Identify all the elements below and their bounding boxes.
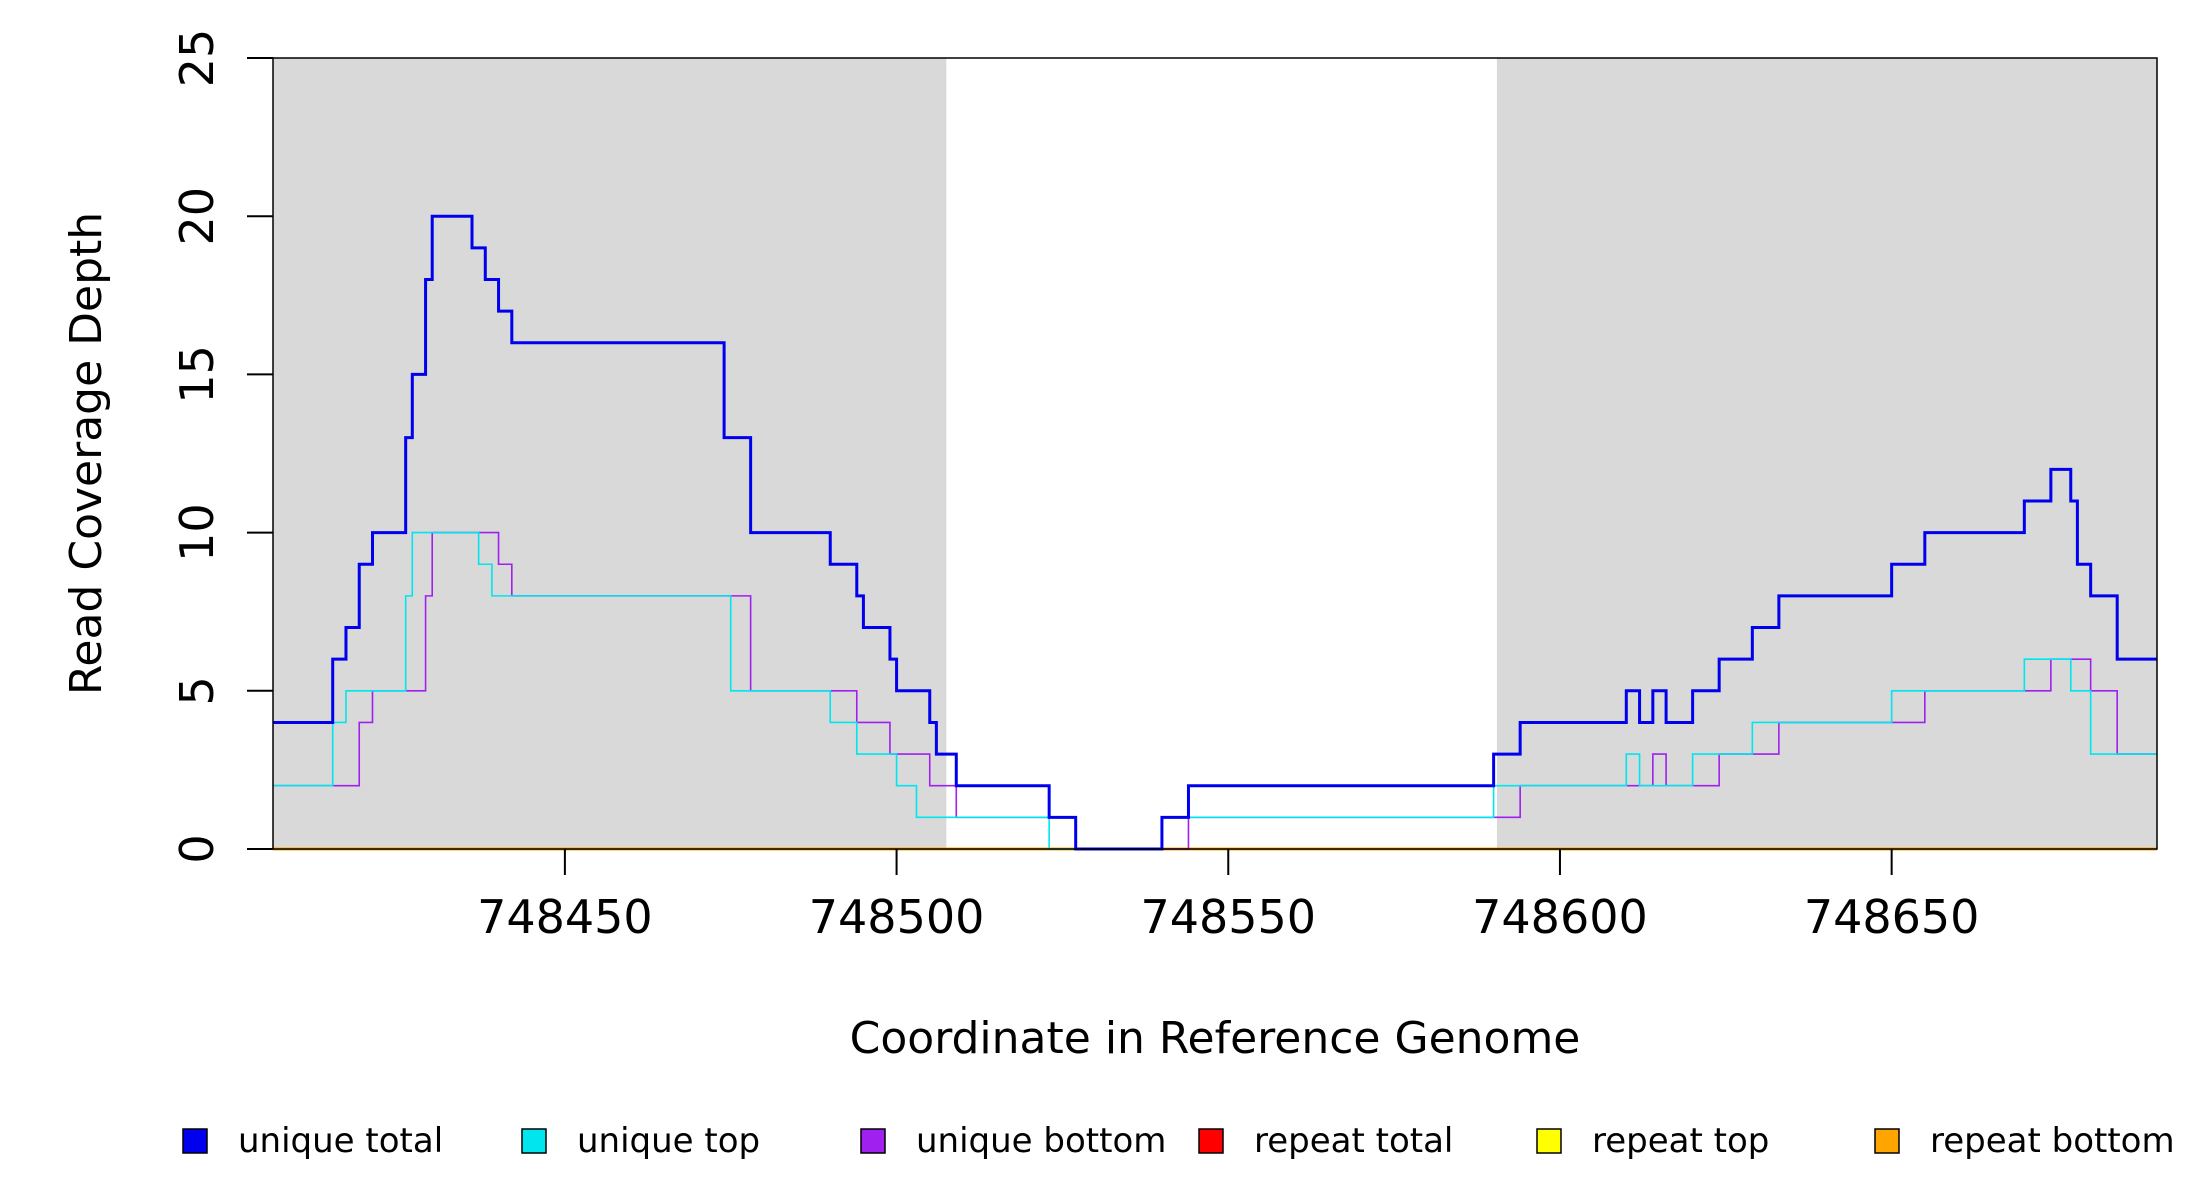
legend-item-repeat-total: repeat total [1198, 1121, 1453, 1161]
y-tick-label-25: 25 [170, 29, 224, 88]
x-tick-label-748500: 748500 [809, 890, 985, 944]
legend-swatch [1198, 1128, 1224, 1154]
legend-label: unique top [577, 1121, 760, 1161]
y-axis-title: Read Coverage Depth [61, 212, 112, 695]
legend-item-unique-total: unique total [182, 1121, 443, 1161]
shaded-region-1 [273, 58, 947, 849]
legend-label: repeat bottom [1930, 1121, 2175, 1161]
y-tick-label-10: 10 [170, 503, 224, 562]
legend-swatch [1874, 1128, 1900, 1154]
series-line-unique-total [273, 214, 2157, 851]
shaded-regions [273, 58, 2157, 849]
shaded-region-2 [1496, 58, 2157, 849]
plot-frame [272, 57, 2158, 850]
legend-label: repeat total [1254, 1121, 1453, 1161]
legend-item-unique-bottom: unique bottom [860, 1121, 1166, 1161]
y-tick-label-20: 20 [170, 187, 224, 246]
x-tick-label-748450: 748450 [477, 890, 653, 944]
legend: unique total unique top unique bottom repea… [182, 1121, 2175, 1161]
x-tick-label-748600: 748600 [1472, 890, 1648, 944]
legend-label: unique total [238, 1121, 443, 1161]
legend-item-repeat-bottom: repeat bottom [1874, 1121, 2175, 1161]
legend-swatch [182, 1128, 208, 1154]
y-tick-label-0: 0 [170, 834, 224, 863]
legend-swatch [521, 1128, 547, 1154]
legend-swatch [860, 1128, 886, 1154]
legend-item-repeat-top: repeat top [1536, 1121, 1769, 1161]
x-tick-label-748550: 748550 [1140, 890, 1316, 944]
legend-label: repeat top [1592, 1121, 1769, 1161]
y-tick-label-5: 5 [170, 676, 224, 705]
x-axis-title: Coordinate in Reference Genome [850, 1013, 1581, 1064]
legend-item-unique-top: unique top [521, 1121, 760, 1161]
y-tick-label-15: 15 [170, 345, 224, 404]
legend-swatch [1536, 1128, 1562, 1154]
x-tick-label-748650: 748650 [1804, 890, 1980, 944]
legend-label: unique bottom [916, 1121, 1166, 1161]
axes: 0 5 10 15 20 25 748450 748500 748550 748600 748650 [170, 29, 2158, 944]
